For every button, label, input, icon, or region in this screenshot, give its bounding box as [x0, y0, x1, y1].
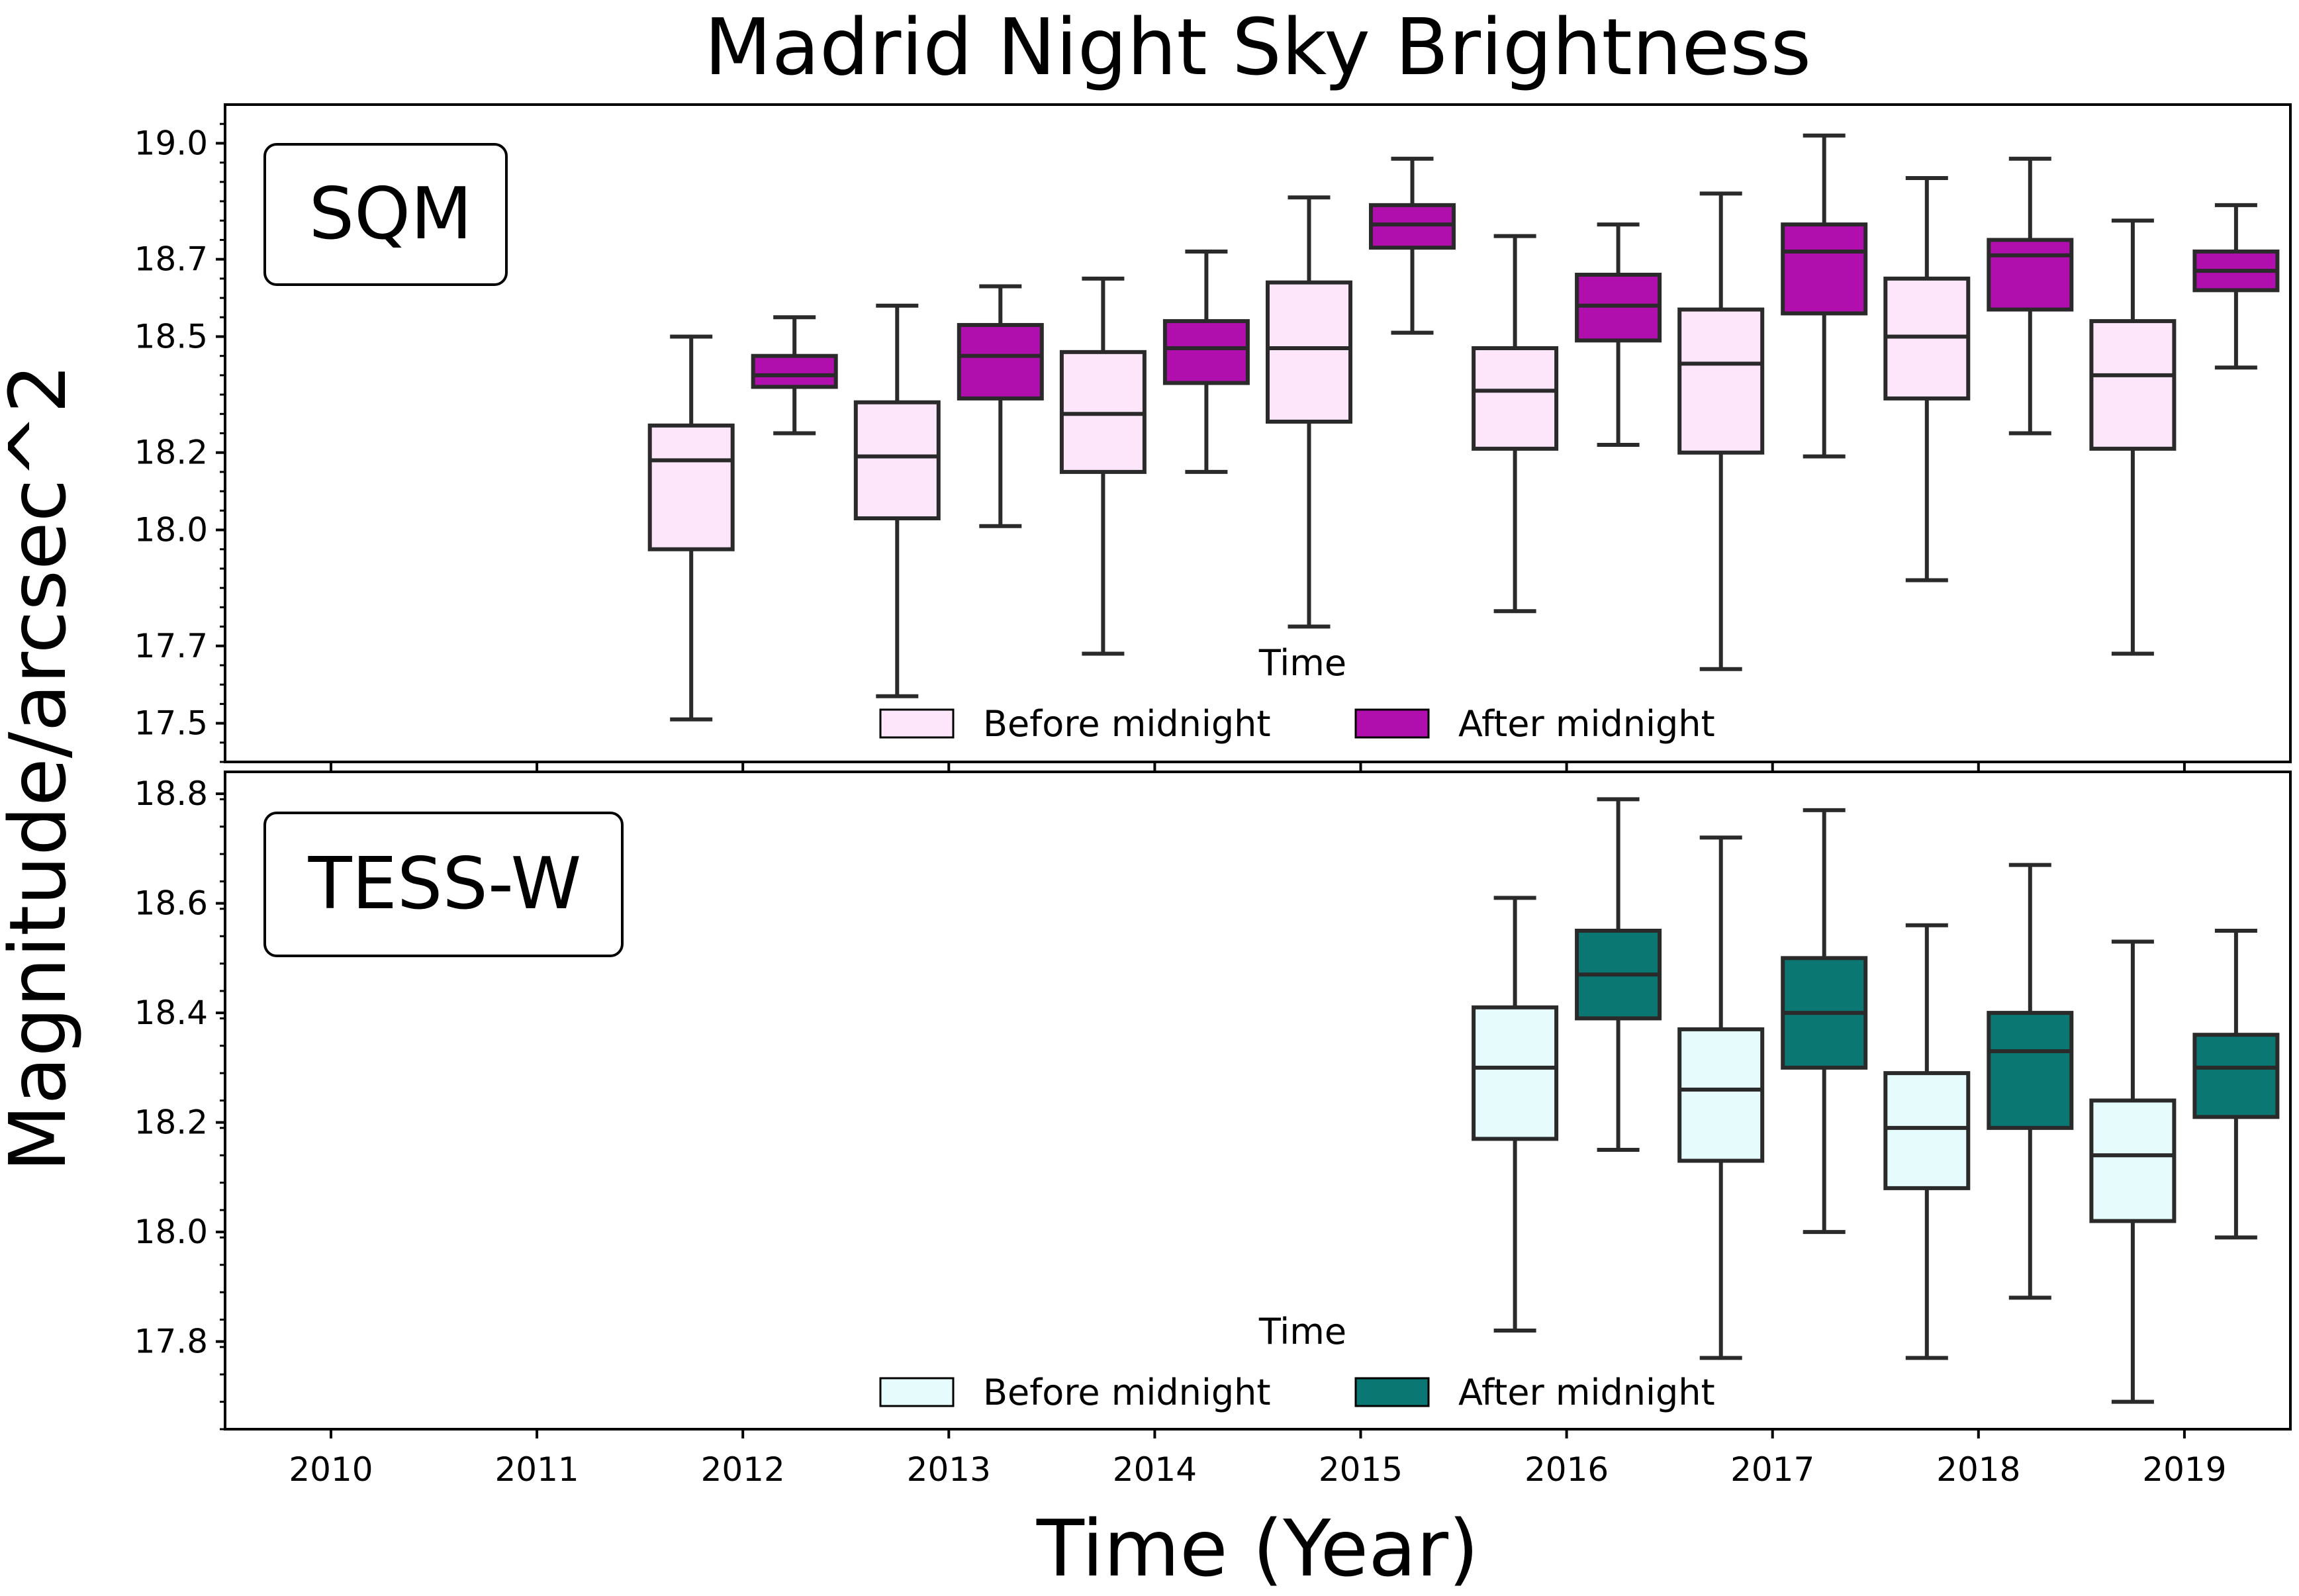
- sqm-box-before-2013: [853, 303, 941, 698]
- sqm-box-after-2015: [1369, 156, 1456, 335]
- iqr-box: [1677, 1027, 1765, 1163]
- tess-ytick-label: 17.8: [134, 1323, 208, 1361]
- tess-ytick-label: 18.8: [134, 775, 208, 813]
- tess-legend-swatch-after: [1354, 1377, 1430, 1407]
- tess-box-before-2017: [1677, 835, 1765, 1360]
- tess-ytick-label: 18.2: [134, 1103, 208, 1142]
- x-tick-label: 2012: [701, 1450, 785, 1489]
- sqm-ytick-label: 18.5: [134, 317, 208, 355]
- iqr-box: [957, 322, 1044, 400]
- tess-box-before-2018: [1883, 923, 1971, 1360]
- sqm-ytick-label: 17.5: [134, 704, 208, 743]
- iqr-box: [1266, 280, 1352, 424]
- x-tick-label: 2017: [1730, 1450, 1814, 1489]
- sqm-box-before-2016: [1472, 234, 1559, 614]
- tess-boxes: [1472, 797, 2280, 1404]
- iqr-box: [1781, 222, 1868, 316]
- tess-label-box: TESS-W: [263, 812, 624, 957]
- iqr-box: [1987, 1011, 2074, 1130]
- iqr-box: [2192, 1033, 2280, 1119]
- tess-legend-swatch-before: [879, 1377, 955, 1407]
- iqr-box: [853, 400, 941, 521]
- tess-ytick-label: 18.6: [134, 884, 208, 923]
- sqm-label: SQM: [309, 173, 473, 256]
- sqm-box-after-2013: [957, 284, 1044, 528]
- sqm-box-after-2017: [1781, 133, 1868, 459]
- iqr-box: [1677, 307, 1765, 455]
- tess-box-after-2017: [1781, 808, 1868, 1235]
- sqm-ytick-label: 18.7: [134, 240, 208, 279]
- tess-y-axis: 17.8 18.0 18.2 18.4 18.6 18.8: [134, 775, 225, 1431]
- sqm-box-before-2019: [2089, 218, 2177, 656]
- sqm-x-ticks: [330, 762, 2186, 771]
- sqm-legend-label-before: Before midnight: [983, 703, 1271, 745]
- sqm-ytick-label: 19.0: [134, 124, 208, 162]
- sqm-plot-frame: [224, 103, 2292, 763]
- sqm-box-before-2017: [1677, 191, 1765, 671]
- sqm-legend-label-after: After midnight: [1458, 703, 1715, 745]
- tess-label: TESS-W: [308, 843, 582, 925]
- tess-legend: Time Before midnight After midnight: [879, 1311, 1715, 1413]
- iqr-box: [1472, 1005, 1559, 1141]
- tess-box-before-2019: [2089, 939, 2177, 1404]
- sqm-box-before-2015: [1266, 195, 1352, 629]
- iqr-box: [2089, 1098, 2177, 1223]
- x-axis-label: Time (Year): [1036, 1503, 1479, 1594]
- sqm-ytick-label: 18.2: [134, 434, 208, 472]
- x-tick-label: 2010: [289, 1450, 373, 1489]
- iqr-box: [751, 353, 838, 389]
- x-tick-label: 2018: [1936, 1450, 2020, 1489]
- sqm-box-before-2018: [1883, 175, 1971, 583]
- sqm-box-before-2014: [1059, 276, 1147, 656]
- sqm-y-axis: 17.5 17.7 18.0 18.2 18.5 18.7 19.0: [134, 122, 225, 763]
- sqm-ytick-label: 17.7: [134, 627, 208, 665]
- sqm-box-after-2012: [751, 315, 838, 436]
- sqm-box-after-2014: [1162, 249, 1250, 474]
- iqr-box: [1883, 1071, 1971, 1190]
- tess-box-after-2018: [1987, 863, 2074, 1300]
- sqm-box-before-2012: [647, 334, 735, 722]
- iqr-box: [1472, 346, 1559, 451]
- sqm-label-box: SQM: [263, 143, 508, 286]
- sqm-box-after-2018: [1987, 156, 2074, 436]
- tess-ytick-label: 18.4: [134, 994, 208, 1032]
- iqr-box: [1987, 238, 2074, 312]
- tess-legend-label-after: After midnight: [1458, 1372, 1715, 1413]
- y-axis-label: Magnitude/arcsec^2: [0, 364, 83, 1172]
- iqr-box: [2089, 319, 2177, 451]
- iqr-box: [647, 423, 735, 551]
- x-tick-label: 2011: [494, 1450, 579, 1489]
- tess-x-axis: 2010 2011 2012 2013 2014 2015 2016 2017 2018 2019: [289, 1429, 2227, 1489]
- tess-legend-label-before: Before midnight: [983, 1372, 1271, 1413]
- tess-box-after-2019: [2192, 928, 2280, 1240]
- sqm-box-after-2016: [1575, 222, 1662, 447]
- x-tick-label: 2015: [1319, 1450, 1403, 1489]
- x-tick-label: 2019: [2142, 1450, 2226, 1489]
- tess-box-after-2016: [1575, 797, 1662, 1152]
- sqm-legend-title: Time: [1258, 642, 1346, 684]
- iqr-box: [1162, 319, 1250, 385]
- sqm-box-after-2019: [2192, 203, 2280, 370]
- tess-ytick-label: 18.0: [134, 1213, 208, 1251]
- sqm-legend: Time Before midnight After midnight: [879, 642, 1715, 745]
- chart-title: Madrid Night Sky Brightness: [704, 1, 1811, 93]
- x-tick-label: 2014: [1113, 1450, 1197, 1489]
- sqm-ytick-label: 18.0: [134, 511, 208, 549]
- sqm-boxes: [647, 133, 2280, 722]
- sqm-legend-swatch-after: [1354, 708, 1430, 739]
- sqm-legend-swatch-before: [879, 708, 955, 739]
- x-tick-label: 2016: [1525, 1450, 1609, 1489]
- tess-box-before-2016: [1472, 896, 1559, 1333]
- tess-panel: 17.818.018.218.418.618.8 2010 2011 2012 201…: [134, 771, 2292, 1489]
- sqm-panel: 17.5 17.7 18.0 18.2 18.5 18.7 19.0 SQM Time Be…: [134, 103, 2292, 771]
- tess-legend-title: Time: [1258, 1311, 1346, 1352]
- x-tick-label: 2013: [907, 1450, 991, 1489]
